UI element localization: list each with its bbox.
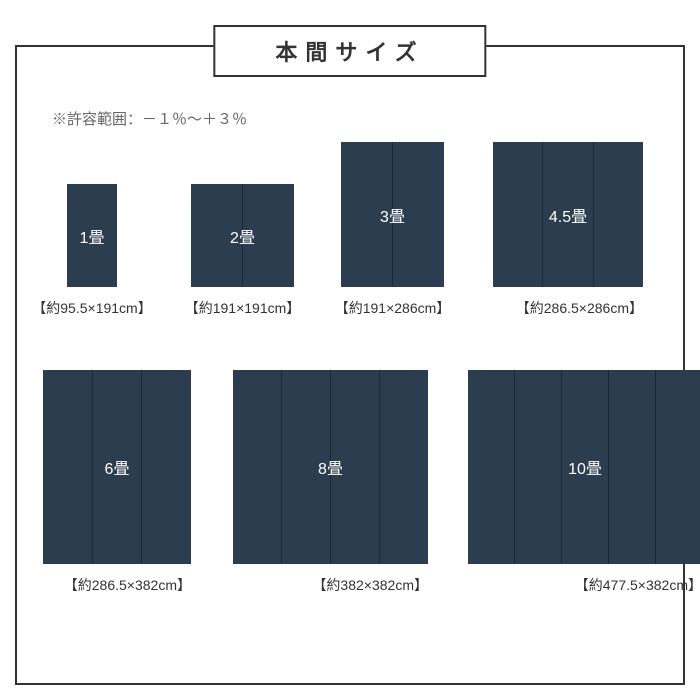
dimension-label: 【約477.5×382cm】 xyxy=(575,575,700,595)
tatami-item-tatami-10: 10畳【約477.5×382cm】 xyxy=(468,370,700,595)
tatami-block: 2畳 xyxy=(191,184,294,287)
dimension-label: 【約286.5×382cm】 xyxy=(64,575,191,595)
tatami-panel xyxy=(233,370,282,564)
dimension-label: 【約382×382cm】 xyxy=(312,575,428,595)
tatami-item-tatami-6: 6畳【約286.5×382cm】 xyxy=(43,370,191,595)
tatami-panel xyxy=(43,370,93,564)
tatami-panel xyxy=(656,370,700,564)
dimension-label: 【約286.5×286cm】 xyxy=(516,298,643,318)
content-area: 1畳【約95.5×191cm】2畳【約191×191cm】3畳【約191×286… xyxy=(15,45,685,685)
title-box: 本間サイズ xyxy=(213,25,486,77)
tatami-panel xyxy=(609,370,656,564)
tatami-label: 4.5畳 xyxy=(549,203,587,227)
dimension-label: 【約191×191cm】 xyxy=(185,298,301,318)
tatami-block: 4.5畳 xyxy=(493,142,643,287)
tatami-item-tatami-8: 8畳【約382×382cm】 xyxy=(233,370,428,595)
dimension-label: 【約95.5×191cm】 xyxy=(32,298,151,318)
tatami-block: 1畳 xyxy=(67,184,117,287)
tatami-label: 10畳 xyxy=(568,455,602,479)
tatami-label: 3畳 xyxy=(380,203,405,227)
tatami-label: 1畳 xyxy=(80,224,105,248)
tatami-panel xyxy=(594,142,643,287)
tatami-panel xyxy=(515,370,562,564)
tatami-item-tatami-2: 2畳【約191×191cm】 xyxy=(191,184,294,318)
page-title: 本間サイズ xyxy=(275,35,424,67)
tatami-item-tatami-3: 3畳【約191×286cm】 xyxy=(341,142,444,318)
tatami-label: 8畳 xyxy=(318,455,343,479)
tatami-block: 8畳 xyxy=(233,370,428,564)
tatami-block: 6畳 xyxy=(43,370,191,564)
tatami-item-tatami-1: 1畳【約95.5×191cm】 xyxy=(67,184,117,318)
tatami-label: 6畳 xyxy=(105,455,130,479)
dimension-label: 【約191×286cm】 xyxy=(335,298,451,318)
tatami-panel xyxy=(493,142,543,287)
tatami-panel xyxy=(380,370,428,564)
tatami-item-tatami-4-5: 4.5畳【約286.5×286cm】 xyxy=(493,142,643,318)
tatami-panel xyxy=(468,370,515,564)
tatami-label: 2畳 xyxy=(230,224,255,248)
tatami-block: 10畳 xyxy=(468,370,700,564)
tatami-panel xyxy=(142,370,191,564)
tatami-block: 3畳 xyxy=(341,142,444,287)
